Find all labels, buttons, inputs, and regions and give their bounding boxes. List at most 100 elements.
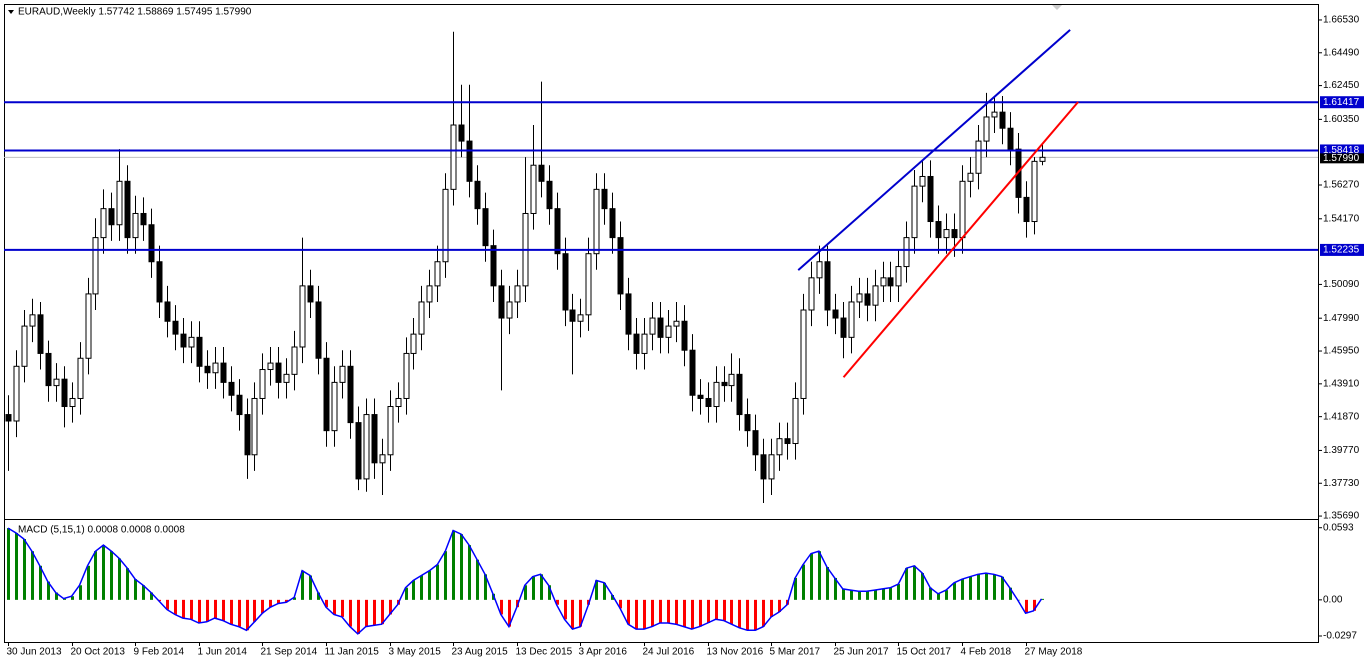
candle-body — [29, 314, 36, 327]
candle-body — [259, 369, 266, 399]
candle-body — [466, 140, 473, 182]
level-label: 1.61417 — [1323, 97, 1360, 108]
macd-bar — [619, 599, 622, 609]
macd-bar — [309, 575, 312, 600]
candle-body — [92, 237, 99, 295]
x-tick-label: 23 Aug 2015 — [452, 647, 509, 658]
macd-bar — [818, 551, 821, 600]
macd-bar — [126, 568, 129, 600]
candle-body — [1007, 127, 1014, 150]
candle-body — [546, 180, 553, 210]
macd-bar — [635, 599, 638, 630]
candle-body — [355, 422, 362, 480]
y-tick-label: 1.39770 — [1323, 445, 1360, 456]
x-tick-label: 13 Nov 2016 — [707, 647, 764, 658]
candle-body — [61, 378, 68, 408]
candle-body — [124, 180, 131, 239]
level-label: 1.58418 — [1323, 145, 1360, 156]
macd-bar — [1009, 587, 1012, 600]
macd-bar — [182, 599, 185, 619]
macd-bar — [261, 599, 264, 614]
macd-bar — [699, 599, 702, 627]
macd-bar — [405, 587, 408, 600]
candle-body — [903, 237, 910, 268]
macd-bar — [1041, 598, 1044, 600]
x-tick-label: 24 Jul 2016 — [643, 647, 695, 658]
candle-body — [554, 208, 561, 255]
candle-body — [728, 373, 735, 387]
macd-bar — [436, 564, 439, 600]
candle-body — [331, 381, 338, 432]
candle-body — [13, 365, 20, 422]
macd-bar — [754, 599, 757, 631]
candle-body — [299, 285, 306, 348]
candle-body — [403, 352, 410, 399]
candle-body — [188, 336, 195, 348]
candle-body — [339, 365, 346, 383]
candle-body — [975, 140, 982, 174]
y-tick-label: 1.66530 — [1323, 15, 1360, 26]
macd-bar — [961, 579, 964, 600]
x-tick-label: 3 Apr 2016 — [579, 647, 628, 658]
candle-body — [514, 285, 521, 303]
macd-bar — [882, 588, 885, 600]
macd-bar — [1033, 599, 1036, 611]
x-tick-label: 21 Sep 2014 — [261, 647, 318, 658]
macd-bar — [508, 599, 511, 627]
candle-body — [5, 414, 12, 422]
candle-body — [45, 352, 52, 387]
candle-body — [434, 261, 441, 287]
y-tick-label: 1.50090 — [1323, 279, 1360, 290]
candle-body — [323, 357, 330, 432]
macd-bar — [349, 599, 352, 627]
candle-body — [132, 212, 139, 239]
macd-bar — [524, 585, 527, 600]
candle-body — [887, 277, 894, 287]
candle-body — [808, 277, 815, 311]
y-tick-label: 1.37730 — [1323, 478, 1360, 489]
x-tick-label: 20 Oct 2013 — [71, 647, 126, 658]
candle-body — [1031, 160, 1038, 223]
macd-bar — [341, 599, 344, 617]
macd-bar — [110, 551, 113, 600]
y-tick-label: 1.45950 — [1323, 346, 1360, 357]
level-label-box — [1320, 243, 1364, 256]
candle-body — [228, 381, 235, 396]
candle-body — [943, 229, 950, 239]
candle-body — [864, 293, 871, 306]
candle-body — [721, 381, 728, 387]
candle-body — [848, 301, 855, 338]
macd-bar — [897, 584, 900, 600]
macd-bar — [905, 568, 908, 600]
candle-body — [220, 362, 227, 383]
macd-bar — [540, 574, 543, 600]
x-tick-label: 25 Jun 2017 — [834, 647, 889, 658]
macd-bar — [47, 581, 50, 600]
candle-body — [1023, 196, 1030, 223]
macd-bar — [301, 570, 304, 600]
candle-body — [236, 394, 243, 416]
candle-body — [458, 124, 465, 142]
candle-body — [482, 208, 489, 247]
candle-body — [164, 301, 171, 322]
candle-body — [895, 266, 902, 287]
candle-body — [307, 285, 314, 303]
macd-bar — [571, 599, 574, 630]
candle-body — [506, 301, 513, 319]
macd-label: MACD (5,15,1) 0.0008 0.0008 0.0008 — [18, 525, 185, 536]
menu-arrow[interactable] — [8, 10, 14, 14]
macd-bar — [253, 599, 256, 622]
macd-bar — [548, 585, 551, 600]
macd-bar — [55, 592, 58, 600]
macd-bar — [269, 599, 272, 608]
macd-bar — [611, 594, 614, 600]
candle-body — [69, 397, 76, 408]
macd-bar — [532, 576, 535, 600]
trendline — [797, 29, 1071, 271]
macd-bar — [762, 599, 765, 627]
macd-bar — [476, 559, 479, 600]
macd-bar — [802, 564, 805, 600]
macd-bar — [7, 528, 10, 600]
candle-body — [85, 293, 92, 359]
y-tick-label: 0.0593 — [1323, 522, 1354, 533]
